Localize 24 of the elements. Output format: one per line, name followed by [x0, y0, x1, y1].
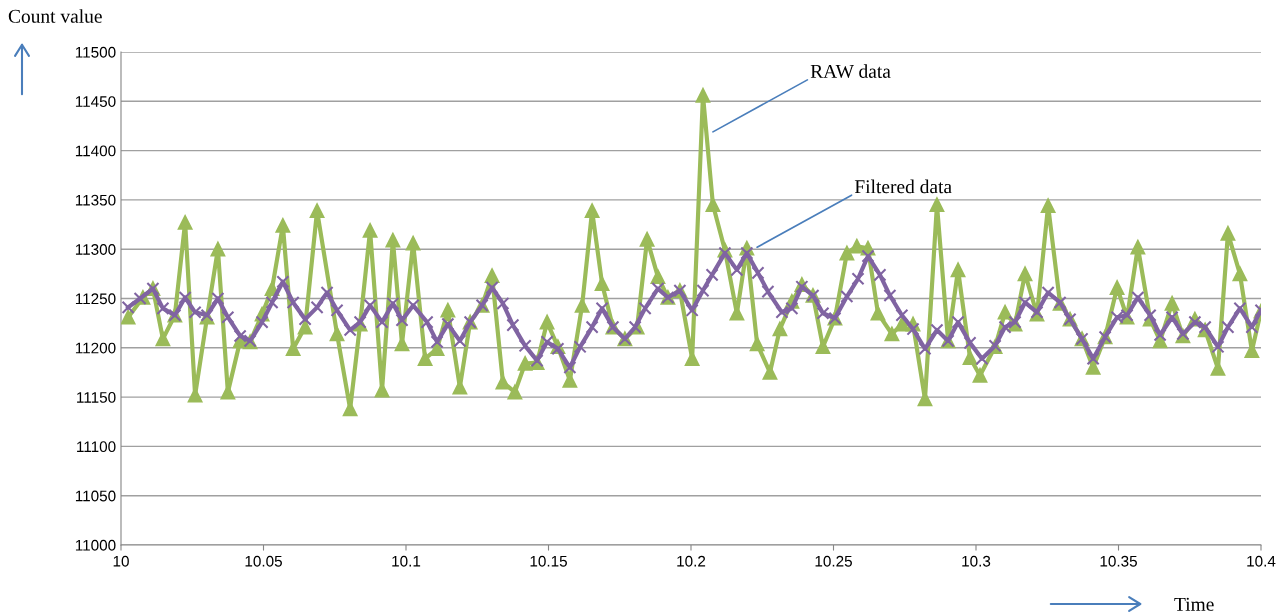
y-tick-label: 11350: [75, 194, 116, 206]
y-tick-label: 11200: [75, 342, 116, 354]
x-tick-label: 10.35: [1100, 555, 1137, 567]
annotation: Filtered data: [854, 179, 952, 194]
x-tick-label: 10.05: [245, 555, 282, 567]
y-tick-label: 11400: [75, 145, 116, 157]
y-axis-title: Count value: [8, 9, 102, 23]
x-tick-label: 10.15: [530, 555, 567, 567]
y-tick-label: 11300: [75, 244, 116, 255]
y-tick-label: 11250: [75, 293, 116, 305]
y-tick-label: 11050: [75, 490, 116, 502]
x-tick-label: 10.1: [392, 555, 421, 567]
y-tick-label: 11450: [75, 96, 116, 107]
y-tick-label: 11150: [77, 391, 116, 403]
y-tick-label: 11100: [77, 441, 116, 453]
x-tick-label: 10.4: [1247, 555, 1276, 567]
x-tick-label: 10.25: [815, 555, 852, 567]
y-tick-label: 11500: [75, 46, 116, 58]
y-tick-label: 11000: [75, 539, 116, 551]
x-axis-title: Time: [1174, 597, 1214, 611]
x-tick-label: 10: [113, 555, 129, 567]
x-tick-label: 10.3: [962, 555, 991, 567]
annotation: RAW data: [810, 64, 891, 79]
x-tick-label: 10.2: [677, 555, 706, 567]
